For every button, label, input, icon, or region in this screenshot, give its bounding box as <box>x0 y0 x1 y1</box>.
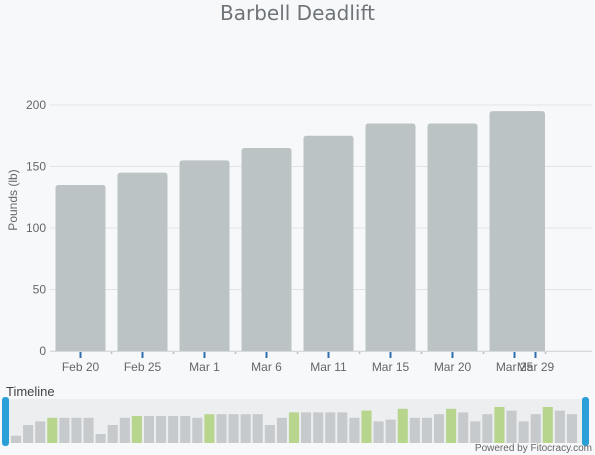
bar-feb-20[interactable] <box>55 184 106 351</box>
timeline-bar <box>494 407 505 443</box>
y-tick-label: 0 <box>39 344 46 358</box>
timeline-bar <box>470 421 481 443</box>
y-tick-label: 50 <box>33 283 47 297</box>
minor-tick-dot <box>296 352 299 354</box>
y-tick-label: 150 <box>26 160 46 174</box>
x-tick-label: Mar 29 <box>517 360 555 374</box>
timeline-bar <box>95 434 106 443</box>
y-axis-ticks: 0 50 100 150 200 <box>26 98 46 358</box>
x-tick-label: Mar 1 <box>189 360 220 374</box>
timeline-bar <box>554 410 565 443</box>
bar-mar-6[interactable] <box>241 148 292 351</box>
timeline-right-handle[interactable] <box>582 397 589 446</box>
x-tick-label: Mar 25 <box>496 360 534 374</box>
timeline-bar <box>252 414 263 443</box>
timeline-bar <box>433 414 445 443</box>
timeline-bar <box>228 414 239 443</box>
x-tick-label: Feb 25 <box>124 360 162 374</box>
timeline-navigator[interactable] <box>2 397 589 446</box>
timeline-bar <box>288 412 300 443</box>
timeline-bar <box>204 414 215 443</box>
y-tick-label: 200 <box>26 98 46 112</box>
x-axis-ticks: Feb 20 Feb 25 Mar 1 Mar 6 Mar 11 Mar 15 Mar 20… <box>62 352 555 374</box>
timeline-bar <box>301 412 312 443</box>
minor-tick-dot <box>110 352 113 354</box>
timeline-bar <box>446 408 457 443</box>
timeline-bar <box>216 414 227 443</box>
timeline-bar <box>506 410 517 443</box>
timeline-bar <box>337 412 348 443</box>
powered-by-link[interactable]: Powered by Fitocracy.com <box>475 443 592 454</box>
bar-mar-15[interactable] <box>365 123 416 351</box>
timeline-bar <box>373 421 384 443</box>
bar-mar-20[interactable] <box>427 123 478 351</box>
timeline-bar <box>518 421 529 443</box>
timeline-bar <box>542 407 553 443</box>
timeline-bar <box>156 416 167 443</box>
timeline-bar <box>11 435 22 443</box>
minor-tick-dot <box>544 352 547 354</box>
bar-mar-1[interactable] <box>179 160 230 351</box>
timeline-bar <box>276 417 287 443</box>
timeline-bar <box>180 416 191 443</box>
timeline-bar <box>119 417 130 443</box>
timeline-bar <box>397 408 408 443</box>
bar-mar-11[interactable] <box>303 135 354 351</box>
timeline-bar <box>107 425 118 443</box>
timeline-bar <box>168 416 179 443</box>
minor-tick-dot <box>482 352 485 354</box>
timeline-bar <box>482 414 493 443</box>
timeline-bar <box>35 421 46 443</box>
timeline-bar <box>385 419 396 443</box>
x-tick-label: Mar 11 <box>310 360 347 374</box>
timeline-bar <box>23 425 34 443</box>
timeline-bar <box>566 414 577 443</box>
timeline-left-handle[interactable] <box>2 397 9 446</box>
timeline-bar <box>131 416 142 443</box>
x-tick-label: Mar 15 <box>372 360 410 374</box>
x-tick-label: Mar 20 <box>434 360 472 374</box>
timeline-bar <box>458 412 469 443</box>
timeline-bar <box>421 417 432 443</box>
bar-mar-29[interactable] <box>526 111 545 352</box>
bar-feb-25[interactable] <box>117 172 168 351</box>
y-tick-label: 100 <box>26 221 46 235</box>
timeline-bar <box>83 417 94 443</box>
timeline-bar <box>361 410 372 443</box>
timeline-label: Timeline <box>6 384 55 399</box>
x-tick-label: Mar 6 <box>251 360 282 374</box>
timeline-bar <box>143 416 155 443</box>
timeline-bar <box>349 417 360 443</box>
minor-tick-dot <box>420 352 423 354</box>
timeline-bar <box>192 417 203 443</box>
bars <box>55 111 545 352</box>
x-tick-label: Feb 20 <box>62 360 100 374</box>
minor-tick-dot <box>172 352 175 354</box>
y-axis-label: Pounds (lb) <box>6 169 20 230</box>
timeline-bar <box>47 417 58 443</box>
timeline-bar <box>313 412 324 443</box>
timeline-bar <box>59 417 70 443</box>
timeline-bar <box>240 414 251 443</box>
timeline-bar <box>71 417 82 443</box>
timeline-bar <box>409 417 420 443</box>
minor-tick-dot <box>358 352 361 354</box>
minor-tick-dot <box>234 352 237 354</box>
timeline-bar <box>264 425 275 443</box>
timeline-bar <box>530 414 541 443</box>
chart-title: Barbell Deadlift <box>220 1 375 25</box>
timeline-bar <box>325 412 336 443</box>
